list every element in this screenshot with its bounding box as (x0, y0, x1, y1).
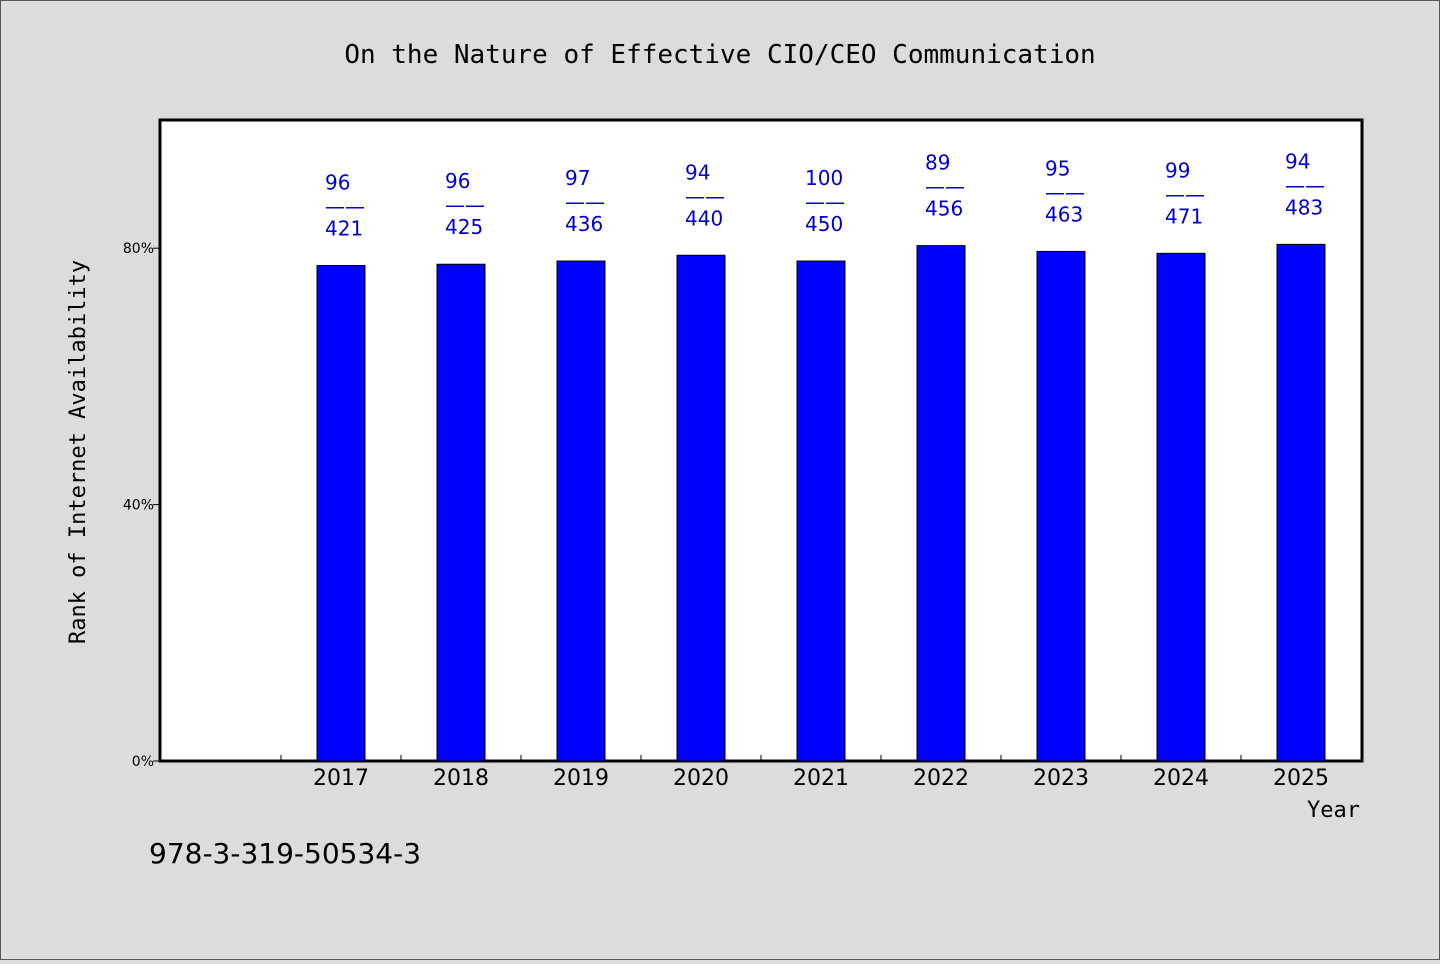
bar-2018 (436, 263, 486, 762)
data-label-bottom: 425 (445, 215, 483, 239)
bar-2020 (676, 254, 726, 762)
x-tick-label: 2025 (1273, 766, 1329, 791)
data-label-top: 95 (1045, 156, 1070, 180)
data-label-bottom: 483 (1285, 195, 1323, 219)
data-label-separator: —— (1165, 182, 1205, 206)
x-tick-label: 2020 (673, 766, 729, 791)
data-label-top: 89 (925, 151, 950, 175)
data-label-separator: —— (1285, 173, 1325, 197)
data-label-separator: —— (445, 193, 485, 217)
data-label-bottom: 463 (1045, 202, 1083, 226)
y-tick-label: 40% (123, 498, 154, 514)
y-tick-label: 80% (123, 241, 154, 257)
data-label-separator: —— (325, 195, 365, 219)
bar-2017 (316, 265, 366, 762)
x-tick-label: 2018 (433, 766, 489, 791)
data-label-top: 96 (445, 169, 470, 193)
x-axis-title: Year (1307, 798, 1360, 823)
data-labels: 96——42196——42597——43694——440100——45089——… (325, 149, 1325, 240)
x-tick-label: 2022 (913, 766, 969, 791)
chart-title: On the Nature of Effective CIO/CEO Commu… (344, 40, 1095, 70)
bar-2021 (796, 260, 846, 762)
data-label-top: 97 (565, 166, 590, 190)
data-label-top: 94 (685, 160, 710, 184)
data-label-bottom: 440 (685, 206, 723, 230)
data-label-separator: —— (805, 190, 845, 214)
y-axis: 0% 40% 80% (123, 241, 160, 770)
footer-isbn: 978-3-319-50534-3 (149, 837, 421, 870)
x-tick-label: 2023 (1033, 766, 1089, 791)
bar-2019 (556, 260, 606, 762)
data-label-top: 94 (1285, 149, 1310, 173)
data-label-separator: —— (925, 175, 965, 199)
data-label-top: 96 (325, 171, 350, 195)
x-tick-label: 2019 (553, 766, 609, 791)
data-label-top: 100 (805, 166, 843, 190)
data-label-separator: —— (685, 184, 725, 208)
bars (316, 243, 1326, 762)
bar-2025 (1276, 243, 1326, 762)
x-tick-label: 2017 (313, 766, 369, 791)
bar-2022 (916, 245, 966, 762)
data-label-bottom: 471 (1165, 204, 1203, 228)
x-axis: 2017 2018 2019 2020 2021 2022 2023 2024 2025 (280, 755, 1362, 791)
x-tick-label: 2024 (1153, 766, 1209, 791)
data-label-bottom: 456 (925, 197, 963, 221)
y-tick-label: 0% (132, 754, 154, 770)
data-label-separator: —— (565, 190, 605, 214)
data-label-top: 99 (1165, 158, 1190, 182)
bar-2023 (1036, 250, 1086, 762)
y-axis-title: Rank of Internet Availability (66, 260, 91, 644)
data-label-bottom: 421 (325, 217, 363, 241)
x-tick-label: 2021 (793, 766, 849, 791)
bar-2024 (1156, 252, 1206, 762)
data-label-bottom: 450 (805, 212, 843, 236)
data-label-bottom: 436 (565, 212, 603, 236)
data-label-separator: —— (1045, 180, 1085, 204)
